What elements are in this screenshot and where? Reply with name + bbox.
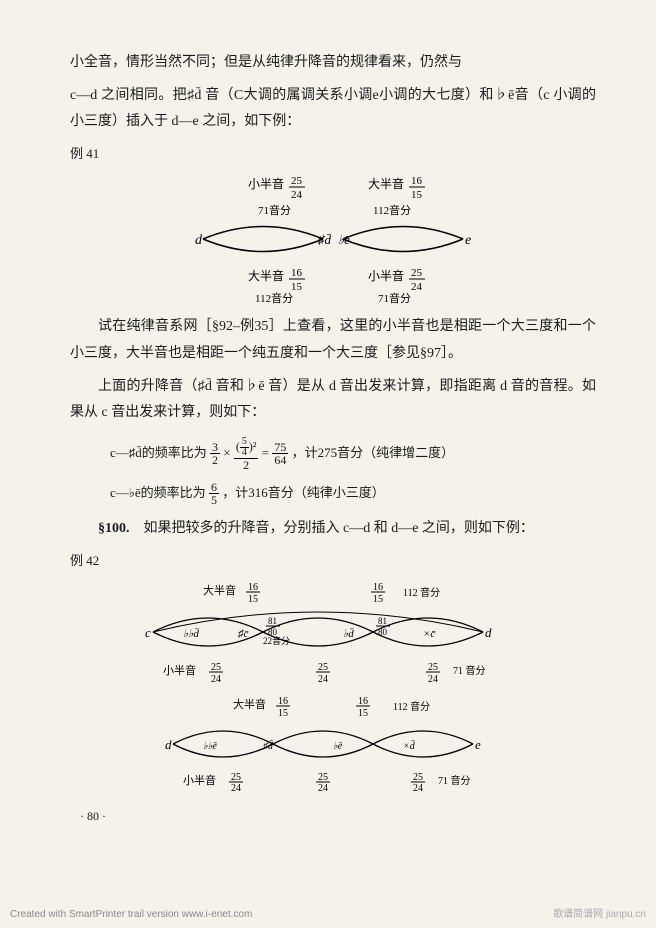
- svg-text:♭ē: ♭ē: [338, 232, 350, 247]
- svg-text:24: 24: [291, 189, 303, 201]
- text: 上面的升降音（♯d̄ 音和♭ē 音）是从 d 音出发来计算，即指距离 d 音的音…: [70, 379, 596, 421]
- svg-text:15: 15: [291, 281, 303, 293]
- svg-text:大半音: 大半音: [203, 583, 236, 597]
- svg-text:24: 24: [231, 783, 241, 791]
- example-42-label: 例 42: [70, 549, 596, 574]
- svg-text:d: d: [165, 737, 172, 752]
- svg-text:24: 24: [413, 783, 423, 791]
- svg-text:16: 16: [373, 582, 383, 593]
- svg-text:22音分: 22音分: [263, 635, 290, 646]
- svg-text:16: 16: [248, 582, 258, 593]
- svg-text:小半音: 小半音: [163, 663, 196, 677]
- svg-text:小半音: 小半音: [368, 268, 404, 283]
- svg-text:24: 24: [428, 674, 438, 682]
- svg-text:16: 16: [291, 267, 303, 279]
- diagram-42a: 大半音 16 15 16 15 112 音分 c ♭♭d̄ ♯c̄ 81: [70, 582, 596, 682]
- svg-text:大半音: 大半音: [248, 268, 284, 283]
- svg-text:25: 25: [318, 772, 328, 783]
- svg-text:71 音分: 71 音分: [453, 664, 486, 677]
- example-41-label: 例 41: [70, 142, 596, 167]
- svg-text:e: e: [475, 737, 481, 752]
- svg-text:25: 25: [291, 175, 303, 187]
- svg-text:♯c̄: ♯c̄: [237, 628, 249, 640]
- svg-text:×d̄: ×d̄: [403, 740, 416, 752]
- formula-1: c—♯d̄的频率比为 32 × (54)² 2 = 7564 ，计275音分（纯…: [110, 437, 596, 471]
- svg-text:小半音: 小半音: [183, 773, 216, 787]
- svg-text:71音分: 71音分: [378, 291, 411, 304]
- svg-text:24: 24: [318, 674, 328, 682]
- svg-text:大半音: 大半音: [233, 697, 266, 711]
- svg-text:15: 15: [248, 594, 258, 605]
- svg-text:大半音: 大半音: [368, 176, 404, 191]
- svg-text:112 音分: 112 音分: [403, 586, 440, 599]
- svg-text:15: 15: [358, 708, 368, 719]
- svg-text:16: 16: [358, 696, 368, 707]
- svg-text:112音分: 112音分: [373, 203, 411, 217]
- svg-text:d: d: [485, 625, 492, 640]
- footer-right: 歌谱简谱网 jianpu.cn: [553, 905, 646, 920]
- svg-text:♭♭d̄: ♭♭d̄: [183, 628, 199, 640]
- svg-text:112音分: 112音分: [255, 291, 293, 304]
- svg-text:×c̄: ×c̄: [423, 628, 436, 640]
- text: 如果把较多的升降音，分别插入 c—d 和 d—e 之间，则如下例：: [144, 521, 534, 536]
- svg-text:15: 15: [411, 189, 423, 201]
- svg-text:16: 16: [278, 696, 288, 707]
- svg-text:小半音: 小半音: [248, 176, 284, 191]
- svg-text:25: 25: [318, 662, 328, 673]
- svg-text:d: d: [195, 233, 203, 248]
- svg-text:112 音分: 112 音分: [393, 700, 430, 713]
- svg-text:25: 25: [413, 772, 423, 783]
- svg-text:81: 81: [378, 616, 387, 626]
- svg-text:25: 25: [231, 772, 241, 783]
- page-number: · 80 ·: [80, 805, 596, 828]
- text: 小全音，情形当然不同；但是从纯律升降音的规律看来，仍然与: [70, 55, 462, 70]
- svg-text:16: 16: [411, 175, 423, 187]
- svg-text:♭ē: ♭ē: [333, 741, 343, 752]
- svg-text:80: 80: [378, 627, 388, 637]
- svg-text:25: 25: [428, 662, 438, 673]
- svg-text:25: 25: [411, 267, 423, 279]
- svg-text:81: 81: [268, 616, 277, 626]
- svg-text:♭♭ē: ♭♭ē: [203, 741, 217, 752]
- svg-text:e: e: [465, 233, 471, 248]
- footer-left: Created with SmartPrinter trail version …: [10, 909, 646, 920]
- diagram-41: 小半音 25 24 大半音 16 15 71音分 112音分 d ♯d̄ ♭ē …: [70, 174, 596, 304]
- svg-text:25: 25: [211, 662, 221, 673]
- svg-text:c: c: [145, 625, 151, 640]
- svg-text:♭d̄: ♭d̄: [343, 628, 354, 640]
- svg-text:71音分: 71音分: [258, 203, 291, 217]
- svg-text:15: 15: [373, 594, 383, 605]
- svg-text:24: 24: [411, 281, 423, 293]
- svg-text:71 音分: 71 音分: [438, 774, 471, 787]
- svg-text:♯d̄: ♯d̄: [262, 740, 274, 752]
- text: 试在纯律音系网［§92–例35］上查看，这里的小半音也是相距一个大三度和一个小三…: [70, 319, 596, 361]
- svg-text:24: 24: [211, 674, 221, 682]
- svg-text:15: 15: [278, 708, 288, 719]
- svg-text:♯d̄: ♯d̄: [317, 232, 332, 247]
- text: c—d 之间相同。把♯d̄ 音（C大调的属调关系小调e小调的大七度）和♭ē音（c…: [70, 88, 596, 130]
- svg-text:24: 24: [318, 783, 328, 791]
- diagram-42b: 大半音 16 15 16 15 112 音分 d ♭♭ē ♯d̄ ♭ē ×d̄: [70, 696, 596, 791]
- section-number: §100.: [98, 521, 130, 536]
- formula-2: c—♭ē的频率比为 65 ，计316音分（纯律小三度）: [110, 481, 596, 507]
